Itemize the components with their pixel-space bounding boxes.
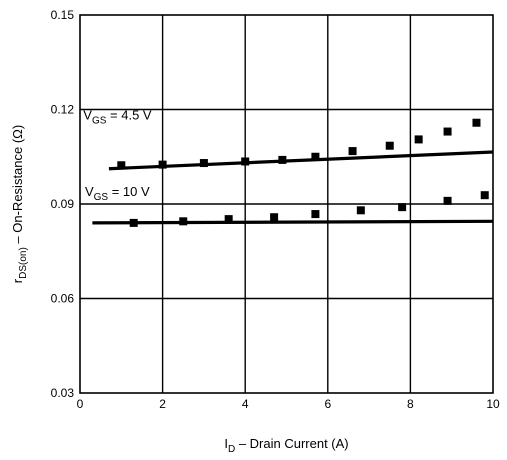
data-point xyxy=(311,152,320,161)
y-axis-ticks: 0.03 0.06 0.09 0.12 0.15 xyxy=(51,8,75,400)
x-tick-label: 2 xyxy=(159,397,166,411)
x-axis-label: ID – Drain Current (A) xyxy=(224,436,348,455)
data-point xyxy=(179,217,188,226)
data-point xyxy=(158,160,167,169)
data-point xyxy=(278,155,287,164)
data-point xyxy=(311,210,320,219)
y-tick-label: 0.12 xyxy=(51,103,75,117)
x-tick-label: 0 xyxy=(77,397,84,411)
x-tick-label: 10 xyxy=(486,397,500,411)
y-tick-label: 0.06 xyxy=(51,292,75,306)
data-point xyxy=(356,206,365,215)
data-point xyxy=(199,159,208,168)
grid xyxy=(80,15,493,393)
x-tick-label: 4 xyxy=(242,397,249,411)
y-tick-label: 0.09 xyxy=(51,197,75,211)
plot-frame xyxy=(79,14,494,394)
x-tick-label: 6 xyxy=(324,397,331,411)
x-axis-ticks: 0 2 4 6 8 10 xyxy=(77,397,500,411)
y-tick-label: 0.03 xyxy=(51,386,75,400)
data-point xyxy=(398,203,407,212)
y-axis-label: rDS(on) – On-Resistance (Ω) xyxy=(10,125,29,283)
data-point xyxy=(443,127,452,136)
series-line xyxy=(92,219,494,225)
series-1 xyxy=(108,118,494,171)
data-point xyxy=(414,135,423,144)
data-point xyxy=(270,213,279,222)
data-point xyxy=(348,147,357,156)
series-group xyxy=(92,118,494,227)
y-tick-label: 0.15 xyxy=(51,8,75,22)
data-point xyxy=(117,161,126,170)
annotations: VGS = 4.5 V VGS = 10 V xyxy=(83,108,152,204)
series-line xyxy=(108,150,494,171)
annotation-vgs10: VGS = 10 V xyxy=(85,184,150,203)
data-point xyxy=(385,141,394,150)
series-2 xyxy=(92,191,494,227)
x-tick-label: 8 xyxy=(407,397,414,411)
data-point xyxy=(241,157,250,166)
data-point xyxy=(129,218,138,227)
data-point xyxy=(224,215,233,224)
data-point xyxy=(443,196,452,205)
data-point xyxy=(480,191,489,200)
annotation-vgs45: VGS = 4.5 V xyxy=(83,108,152,127)
data-point xyxy=(472,118,481,127)
